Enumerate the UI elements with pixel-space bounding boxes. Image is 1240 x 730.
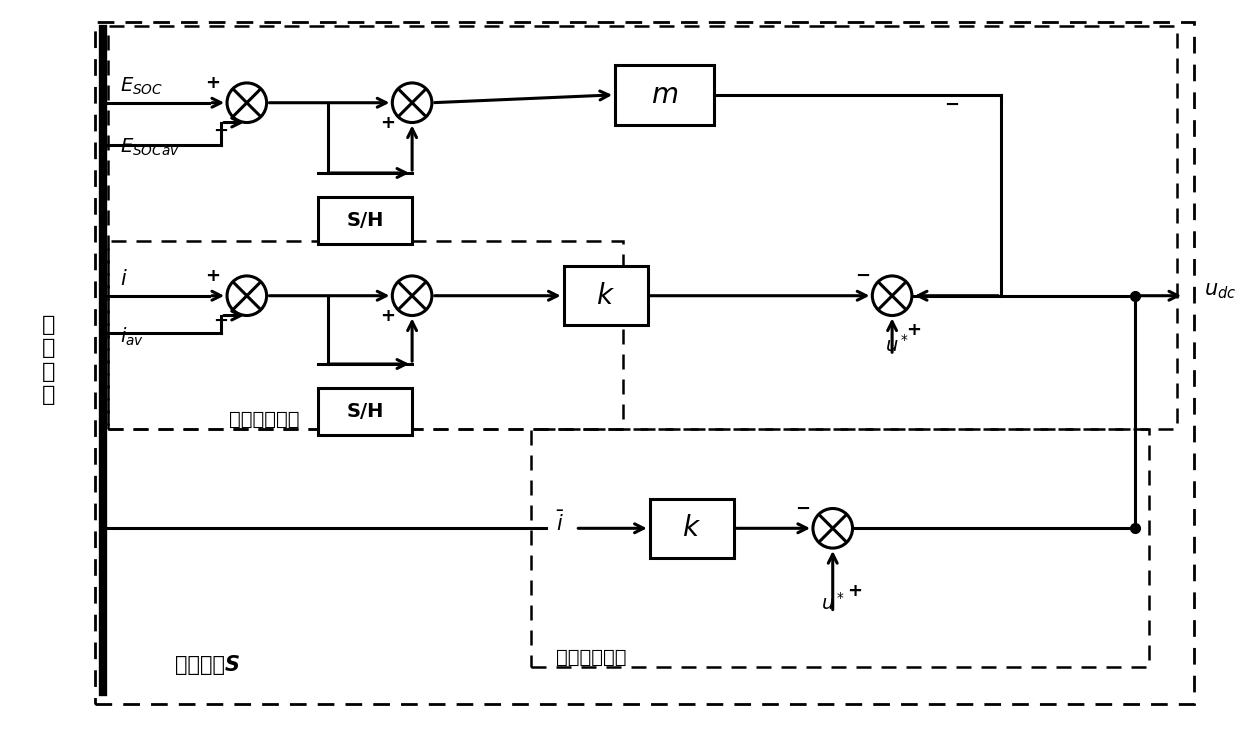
Text: +: + [379, 307, 394, 325]
Text: $u^*$: $u^*$ [885, 334, 909, 356]
Text: +: + [379, 114, 394, 131]
Bar [95, 22, 1194, 704]
Text: +: + [205, 267, 219, 285]
Text: −: − [213, 312, 228, 329]
Text: −: − [944, 96, 959, 114]
Text: 传统下垂控制: 传统下垂控制 [556, 648, 626, 666]
Text: +: + [906, 321, 921, 339]
Text: S/H: S/H [346, 402, 384, 421]
Text: $u_{dc}$: $u_{dc}$ [1204, 281, 1236, 301]
Text: +: + [847, 582, 862, 599]
Bar [650, 499, 734, 558]
Text: $k$: $k$ [682, 515, 701, 542]
Bar [319, 388, 412, 435]
Text: $k$: $k$ [596, 282, 615, 310]
Bar [615, 65, 714, 125]
Text: −: − [213, 121, 228, 139]
Text: $i_{av}$: $i_{av}$ [120, 326, 144, 348]
Bar [108, 26, 1177, 429]
Text: +: + [205, 74, 219, 92]
Text: S/H: S/H [346, 211, 384, 230]
Text: $i$: $i$ [120, 269, 128, 289]
Text: −: − [796, 499, 811, 518]
Bar [108, 242, 622, 429]
Text: $m$: $m$ [651, 81, 678, 109]
Bar [563, 266, 647, 326]
Text: 改进下垂控制: 改进下垂控制 [229, 410, 300, 429]
Bar [531, 429, 1149, 667]
Text: 同步信号S: 同步信号S [175, 655, 239, 675]
Text: $\bar{i}$: $\bar{i}$ [556, 511, 564, 536]
Text: $E_{SOC}$: $E_{SOC}$ [120, 75, 164, 96]
Bar [319, 197, 412, 245]
Text: $E_{SOCav}$: $E_{SOCav}$ [120, 137, 180, 158]
Text: −: − [854, 267, 870, 285]
Text: 通
信
总
线: 通 信 总 线 [42, 315, 56, 405]
Text: $u^*$: $u^*$ [821, 591, 844, 613]
